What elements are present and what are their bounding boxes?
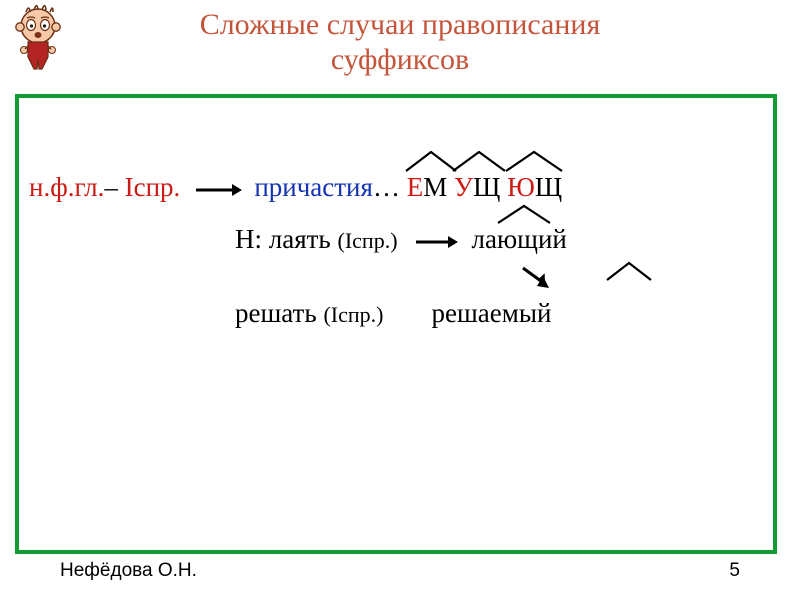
example-line-1: Н: лаять (Iспр.) лающий bbox=[19, 224, 773, 255]
ex1-prefix: Н: лаять bbox=[235, 224, 338, 254]
segment-ispr: Iспр. bbox=[125, 172, 181, 202]
ex2-paren: (Iспр.) bbox=[323, 302, 383, 327]
footer-page-number: 5 bbox=[729, 560, 740, 582]
slide: Сложные случаи правописания суффиксов н.… bbox=[0, 0, 800, 600]
suffix-ushch: УЩ bbox=[454, 172, 507, 202]
suffix-em: ЕМ bbox=[407, 172, 454, 202]
title-line1: Сложные случаи правописания bbox=[200, 8, 601, 41]
slide-title: Сложные случаи правописания суффиксов bbox=[0, 8, 800, 77]
arrow-icon bbox=[196, 183, 242, 197]
footer-author: Нефёдова О.Н. bbox=[60, 560, 197, 582]
arrow-icon bbox=[519, 262, 559, 301]
example-line-2: решать (Iспр.) решаемый bbox=[19, 298, 773, 329]
ex2-result: решаемый bbox=[431, 298, 551, 328]
suffix-roof-icon bbox=[605, 260, 653, 282]
title-line2: суффиксов bbox=[331, 43, 469, 76]
segment-dash: – bbox=[104, 172, 124, 202]
segment-dots: … bbox=[373, 172, 407, 202]
rule-line-1: н.ф.гл.– Iспр. причастия… ЕМ УЩ bbox=[19, 172, 773, 203]
arrow-icon bbox=[416, 235, 458, 249]
ex2-prefix: решать bbox=[235, 298, 323, 328]
ex1-paren: (Iспр.) bbox=[338, 228, 398, 253]
content-box: н.ф.гл.– Iспр. причастия… ЕМ УЩ bbox=[15, 94, 777, 554]
suffix-yushch: ЮЩ bbox=[507, 172, 562, 202]
segment-participle: причастия bbox=[254, 172, 373, 202]
ex1-result: лающий bbox=[472, 224, 567, 254]
segment-nf: н.ф.гл. bbox=[29, 172, 104, 202]
